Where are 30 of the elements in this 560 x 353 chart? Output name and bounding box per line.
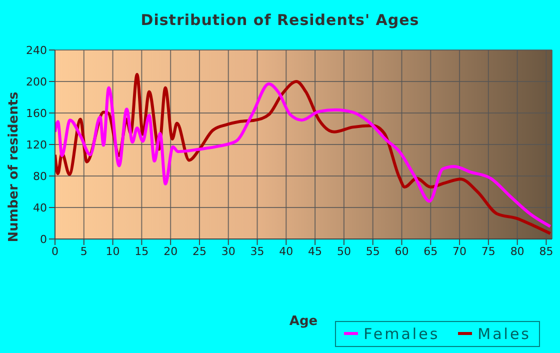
y-tick-label: 240 bbox=[26, 44, 47, 57]
x-tick-label: 15 bbox=[134, 244, 149, 258]
x-tick-label: 0 bbox=[52, 244, 58, 258]
x-tick-label: 20 bbox=[164, 244, 178, 258]
legend-label: Males bbox=[476, 325, 531, 343]
x-tick-label: 65 bbox=[424, 244, 438, 258]
x-tick-label: 10 bbox=[106, 244, 120, 258]
x-tick-label: 55 bbox=[366, 244, 380, 258]
x-tick-label: 75 bbox=[481, 244, 496, 258]
legend-label: Females bbox=[362, 325, 440, 343]
y-tick-label: 160 bbox=[26, 106, 47, 120]
y-tick-label: 120 bbox=[26, 138, 47, 152]
y-tick-label: 0 bbox=[40, 232, 47, 246]
x-tick-label: 40 bbox=[279, 244, 294, 258]
x-tick-label: 35 bbox=[250, 244, 264, 258]
y-tick-label: 80 bbox=[33, 170, 47, 183]
x-tick-label: 85 bbox=[539, 244, 554, 258]
x-tick-label: 45 bbox=[308, 244, 322, 258]
x-tick-label: 60 bbox=[394, 244, 409, 258]
y-tick-label: 200 bbox=[26, 75, 47, 88]
x-tick-label: 25 bbox=[192, 244, 206, 258]
x-tick-label: 5 bbox=[80, 244, 88, 258]
y-axis-title: Number of residents bbox=[6, 92, 22, 242]
x-axis-title: Age bbox=[289, 314, 318, 329]
y-tick-label: 40 bbox=[33, 201, 47, 214]
x-tick-label: 70 bbox=[452, 244, 467, 258]
x-tick-label: 50 bbox=[336, 244, 351, 258]
x-tick-label: 80 bbox=[510, 244, 524, 258]
chart-title: Distribution of Residents' Ages bbox=[140, 11, 420, 29]
x-tick-label: 30 bbox=[221, 244, 236, 258]
